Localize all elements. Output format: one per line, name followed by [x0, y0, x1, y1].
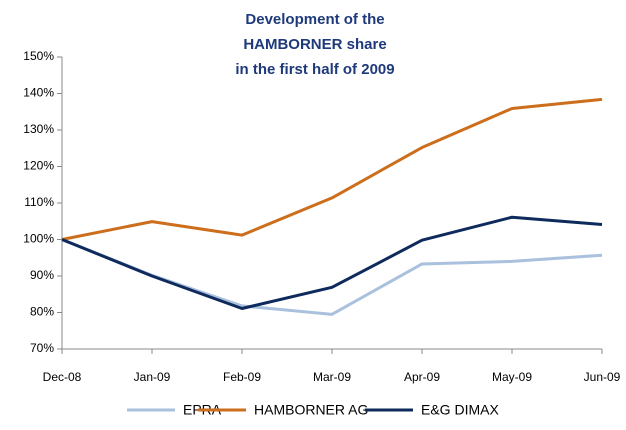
series-line [61, 238, 603, 316]
x-tick-label: May-09 [492, 370, 532, 384]
series-line [61, 97, 603, 241]
x-tick-label: Feb-09 [223, 370, 261, 384]
y-tick-label: 100% [23, 232, 54, 246]
legend-label: HAMBORNER AG [254, 402, 368, 418]
y-tick-label: 150% [23, 49, 54, 63]
x-tick-label: Mar-09 [313, 370, 351, 384]
legend-label: E&G DIMAX [421, 402, 499, 418]
chart-title: Development of the [245, 11, 384, 28]
y-tick-label: 110% [24, 195, 54, 209]
x-tick-label: Jun-09 [584, 370, 621, 384]
chart-title: in the first half of 2009 [235, 61, 394, 78]
x-tick-label: Apr-09 [404, 370, 440, 384]
y-tick-label: 70% [30, 341, 54, 355]
x-tick-label: Jan-09 [134, 370, 171, 384]
y-tick-label: 90% [30, 268, 54, 282]
series-line [61, 215, 603, 310]
y-tick-label: 120% [23, 159, 54, 173]
y-tick-label: 140% [23, 86, 54, 100]
y-tick-label: 130% [23, 122, 54, 136]
x-tick-label: Dec-08 [43, 370, 82, 384]
chart-title: HAMBORNER share [243, 36, 386, 53]
y-tick-label: 80% [30, 305, 54, 319]
